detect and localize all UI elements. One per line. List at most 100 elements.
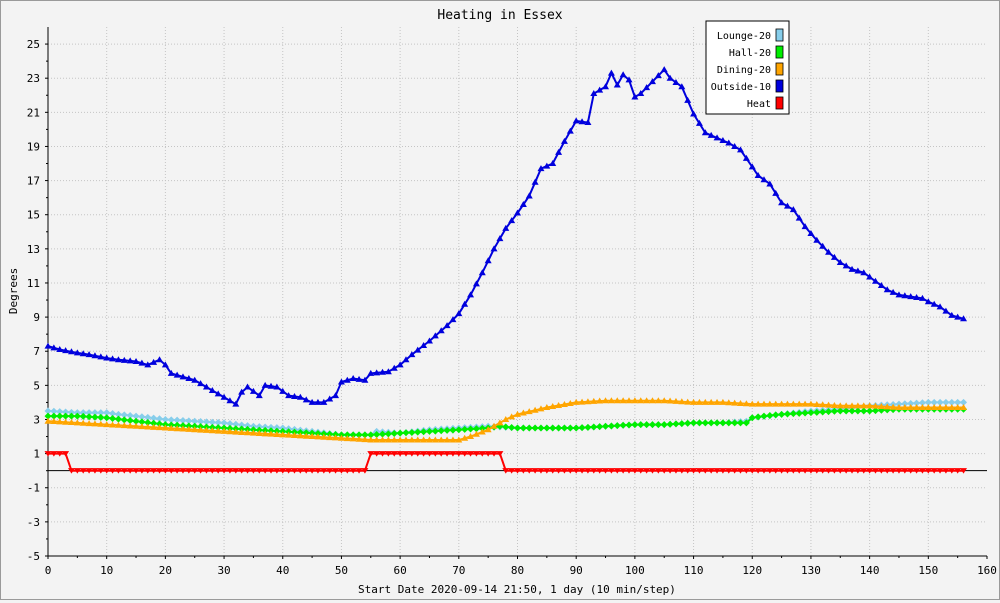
data-point-hall-20 bbox=[408, 428, 416, 436]
data-point-outside-10 bbox=[185, 375, 193, 382]
data-point-heat bbox=[443, 451, 451, 457]
data-point-outside-10 bbox=[701, 129, 709, 136]
data-point-outside-10 bbox=[425, 337, 433, 344]
data-point-dining-20 bbox=[496, 419, 504, 426]
data-point-heat bbox=[431, 451, 439, 457]
x-tick-label: 20 bbox=[159, 564, 172, 577]
data-point-lounge-20 bbox=[62, 408, 70, 416]
data-point-heat bbox=[132, 468, 140, 474]
data-point-outside-10 bbox=[871, 277, 879, 284]
data-point-outside-10 bbox=[695, 119, 703, 126]
data-point-dining-20 bbox=[79, 419, 87, 426]
data-point-heat bbox=[525, 468, 533, 474]
x-tick-label: 150 bbox=[918, 564, 938, 577]
data-point-dining-20 bbox=[666, 397, 674, 404]
data-point-outside-10 bbox=[531, 178, 539, 185]
data-point-heat bbox=[396, 451, 404, 457]
data-point-lounge-20 bbox=[942, 398, 950, 406]
data-point-heat bbox=[948, 468, 956, 474]
data-point-dining-20 bbox=[261, 430, 269, 437]
data-point-heat bbox=[461, 451, 469, 457]
data-point-dining-20 bbox=[179, 425, 187, 432]
y-tick-label: 1 bbox=[33, 448, 40, 461]
data-point-lounge-20 bbox=[238, 421, 246, 429]
data-point-heat bbox=[232, 468, 240, 474]
data-point-heat bbox=[320, 468, 328, 474]
data-point-hall-20 bbox=[643, 421, 651, 429]
data-point-hall-20 bbox=[126, 417, 134, 425]
data-point-dining-20 bbox=[502, 415, 510, 422]
data-point-outside-10 bbox=[783, 202, 791, 209]
data-point-dining-20 bbox=[150, 423, 158, 430]
data-point-hall-20 bbox=[502, 423, 510, 431]
data-point-heat bbox=[607, 468, 615, 474]
data-point-heat bbox=[502, 468, 510, 474]
data-point-lounge-20 bbox=[167, 416, 175, 424]
data-point-outside-10 bbox=[414, 346, 422, 353]
data-point-hall-20 bbox=[519, 424, 527, 432]
data-point-hall-20 bbox=[789, 410, 797, 418]
data-point-heat bbox=[725, 468, 733, 474]
data-point-dining-20 bbox=[707, 398, 715, 405]
data-point-dining-20 bbox=[355, 435, 363, 442]
data-point-outside-10 bbox=[420, 342, 428, 349]
data-point-heat bbox=[830, 468, 838, 474]
data-point-outside-10 bbox=[349, 375, 357, 382]
y-tick-label: 19 bbox=[27, 140, 40, 153]
data-point-heat bbox=[150, 468, 158, 474]
data-point-heat bbox=[549, 468, 557, 474]
data-point-heat bbox=[584, 468, 592, 474]
data-point-outside-10 bbox=[455, 310, 463, 317]
data-point-heat bbox=[795, 468, 803, 474]
data-point-heat bbox=[936, 468, 944, 474]
data-point-outside-10 bbox=[109, 355, 117, 362]
data-point-heat bbox=[332, 468, 340, 474]
data-point-outside-10 bbox=[918, 294, 926, 301]
data-point-heat bbox=[783, 468, 791, 474]
data-point-outside-10 bbox=[748, 163, 756, 170]
data-point-outside-10 bbox=[619, 71, 627, 78]
data-point-dining-20 bbox=[337, 434, 345, 441]
data-point-dining-20 bbox=[249, 429, 257, 436]
data-point-outside-10 bbox=[261, 381, 269, 388]
data-point-dining-20 bbox=[942, 404, 950, 411]
data-point-heat bbox=[760, 468, 768, 474]
data-point-hall-20 bbox=[848, 407, 856, 415]
data-point-outside-10 bbox=[279, 387, 287, 394]
data-point-lounge-20 bbox=[179, 417, 187, 425]
data-point-hall-20 bbox=[373, 431, 381, 439]
data-point-dining-20 bbox=[97, 420, 105, 427]
data-point-dining-20 bbox=[555, 401, 563, 408]
data-point-outside-10 bbox=[555, 148, 563, 155]
data-point-hall-20 bbox=[836, 407, 844, 415]
data-point-lounge-20 bbox=[185, 417, 193, 425]
data-point-lounge-20 bbox=[907, 399, 915, 407]
data-point-dining-20 bbox=[778, 400, 786, 407]
data-point-hall-20 bbox=[871, 407, 879, 415]
data-point-outside-10 bbox=[836, 258, 844, 265]
data-point-outside-10 bbox=[825, 248, 833, 255]
data-point-lounge-20 bbox=[44, 407, 52, 415]
data-point-dining-20 bbox=[819, 401, 827, 408]
data-point-hall-20 bbox=[660, 421, 668, 429]
data-point-heat bbox=[913, 468, 921, 474]
x-axis-title: Start Date 2020-09-14 21:50, 1 day (10 m… bbox=[358, 583, 676, 596]
data-point-heat bbox=[402, 451, 410, 457]
data-point-outside-10 bbox=[719, 136, 727, 143]
data-point-hall-20 bbox=[367, 431, 375, 439]
data-point-heat bbox=[731, 468, 739, 474]
data-point-outside-10 bbox=[948, 311, 956, 318]
data-point-outside-10 bbox=[343, 376, 351, 383]
data-point-heat bbox=[214, 468, 222, 474]
data-point-dining-20 bbox=[437, 436, 445, 443]
data-point-hall-20 bbox=[560, 424, 568, 432]
data-point-hall-20 bbox=[854, 407, 862, 415]
data-point-heat bbox=[924, 468, 932, 474]
data-point-heat bbox=[631, 468, 639, 474]
data-point-heat bbox=[343, 468, 351, 474]
data-point-dining-20 bbox=[701, 398, 709, 405]
data-point-outside-10 bbox=[390, 364, 398, 371]
data-point-outside-10 bbox=[907, 293, 915, 300]
data-point-dining-20 bbox=[91, 420, 99, 427]
data-point-outside-10 bbox=[566, 127, 574, 134]
